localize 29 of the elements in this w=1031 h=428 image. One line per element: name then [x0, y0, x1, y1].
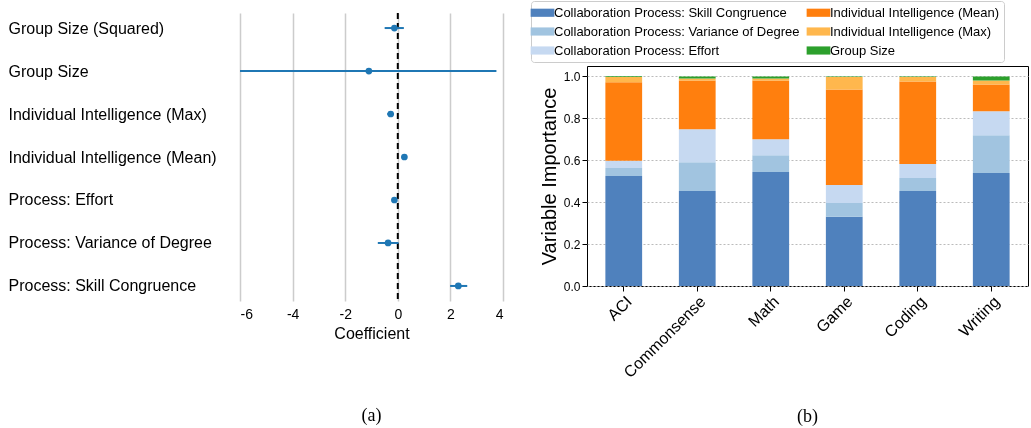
- y-tick-label: Individual Intelligence (Mean): [8, 148, 217, 166]
- y-tick-label: 0.2: [563, 237, 581, 252]
- y-tick-label: Group Size (Squared): [8, 19, 165, 37]
- x-tick-label: 2: [447, 305, 455, 322]
- x-tick-label: 0: [394, 305, 403, 322]
- y-tick-label: 0.8: [563, 111, 581, 126]
- legend-label: Collaboration Process: Skill Congruence: [554, 4, 787, 20]
- y-tick-label: 0.6: [563, 153, 581, 168]
- y-tick-label: Individual Intelligence (Max): [8, 105, 207, 123]
- x-tick-label: 4: [495, 305, 504, 322]
- legend-label: Collaboration Process: Effort: [554, 42, 720, 58]
- legend-label: Individual Intelligence (Mean): [830, 4, 1000, 20]
- x-tick-label: -4: [286, 305, 300, 322]
- legend-label: Group Size: [830, 42, 896, 58]
- y-tick-label: 1.0: [563, 69, 581, 84]
- y-tick-label: Process: Skill Congruence: [8, 277, 197, 295]
- text: (a): [361, 405, 382, 426]
- text: (b): [797, 406, 818, 428]
- legend-label: Collaboration Process: Variance of Degree: [554, 23, 800, 39]
- y-tick-label: Process: Variance of Degree: [8, 234, 212, 252]
- x-tick-label: -6: [240, 305, 254, 322]
- legend-label: Individual Intelligence (Max): [830, 23, 992, 39]
- y-tick-label: 0.4: [563, 195, 581, 210]
- y-tick-label: 0.0: [563, 279, 581, 294]
- y-tick-label: Group Size: [8, 62, 89, 80]
- x-tick-label: -2: [339, 305, 353, 322]
- y-tick-label: Process: Effort: [8, 191, 114, 209]
- y-axis-title: Variable Importance: [537, 87, 560, 266]
- x-axis-title: Coefficient: [334, 324, 411, 342]
